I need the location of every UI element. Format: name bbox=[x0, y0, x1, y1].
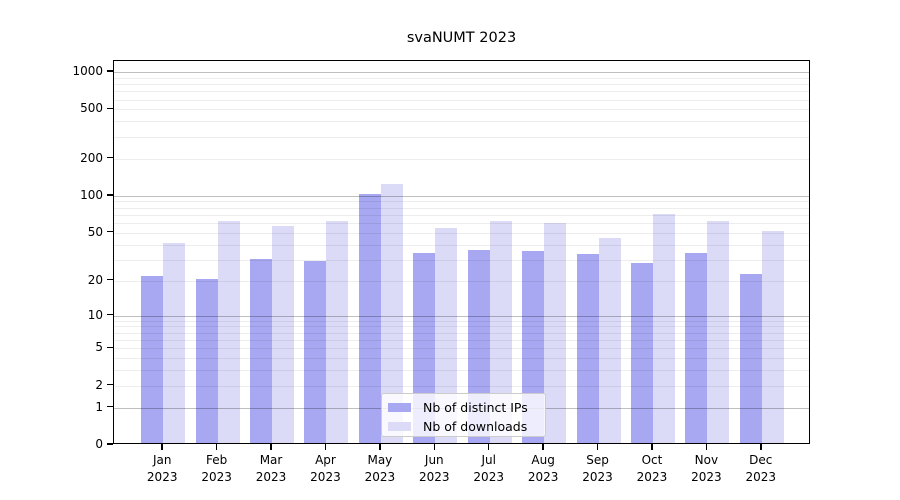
y-tick-mark bbox=[107, 383, 113, 386]
legend-item-downloads: Nb of downloads bbox=[388, 417, 545, 436]
x-tick-mark bbox=[161, 444, 163, 450]
bar-distinct-ips-jan bbox=[141, 276, 164, 443]
y-tick-mark bbox=[107, 313, 113, 316]
x-tick-label: Dec 2023 bbox=[745, 453, 777, 484]
chart-title: svaNUMT 2023 bbox=[406, 30, 517, 46]
bar-distinct-ips-feb bbox=[195, 278, 218, 443]
y-tick-mark bbox=[107, 230, 113, 233]
y-tick-label: 5 bbox=[95, 340, 103, 355]
bar-downloads-sep bbox=[598, 237, 621, 443]
x-tick-mark bbox=[596, 444, 599, 450]
y-tick-label: 1 bbox=[95, 399, 103, 414]
x-tick-label: Jan 2023 bbox=[146, 453, 178, 484]
y-tick-label: 2 bbox=[95, 377, 103, 392]
y-tick-mark bbox=[107, 194, 113, 196]
y-tick-mark bbox=[107, 346, 113, 349]
x-tick-label: Sep 2023 bbox=[582, 453, 613, 484]
y-tick-label: 0 bbox=[95, 437, 103, 451]
legend-item-distinct-ips: Nb of distinct IPs bbox=[388, 398, 545, 417]
bar-downloads-apr bbox=[326, 221, 349, 443]
x-tick-mark bbox=[433, 444, 436, 450]
bar-downloads-oct bbox=[652, 214, 675, 443]
bar-downloads-dec bbox=[761, 230, 784, 443]
bars-layer bbox=[114, 61, 809, 443]
x-tick-label: May 2023 bbox=[364, 453, 396, 484]
x-tick-label: Apr 2023 bbox=[310, 453, 341, 484]
plot-area: Nb of distinct IPs Nb of downloads bbox=[113, 60, 810, 444]
y-tick-label: 1000 bbox=[72, 64, 103, 79]
y-tick-mark bbox=[107, 70, 113, 72]
x-tick-label: Jul 2023 bbox=[473, 453, 504, 484]
bar-distinct-ips-mar bbox=[250, 259, 273, 443]
bar-downloads-may bbox=[380, 184, 403, 443]
x-tick-mark bbox=[651, 444, 653, 450]
bar-downloads-mar bbox=[272, 225, 295, 443]
legend-swatch-downloads bbox=[388, 422, 411, 431]
y-tick-label: 100 bbox=[80, 187, 103, 202]
bar-downloads-jun bbox=[435, 227, 458, 443]
x-tick-mark bbox=[705, 444, 708, 450]
x-tick-mark bbox=[379, 444, 381, 450]
x-tick-label: Nov 2023 bbox=[691, 453, 722, 484]
bar-downloads-aug bbox=[544, 222, 567, 443]
x-tick-label: Mar 2023 bbox=[255, 453, 287, 484]
x-tick-mark bbox=[487, 444, 490, 450]
x-tick-mark bbox=[324, 444, 327, 450]
legend: Nb of distinct IPs Nb of downloads bbox=[381, 393, 546, 437]
x-tick-mark bbox=[270, 444, 272, 450]
x-tick-label: Feb 2023 bbox=[201, 453, 232, 484]
x-tick-mark bbox=[542, 444, 544, 450]
bar-distinct-ips-may bbox=[358, 193, 381, 443]
bar-distinct-ips-oct bbox=[630, 263, 653, 443]
legend-label-downloads: Nb of downloads bbox=[423, 419, 528, 434]
y-tick-label: 50 bbox=[87, 224, 103, 239]
x-tick-label: Oct 2023 bbox=[636, 453, 668, 484]
y-tick-mark bbox=[107, 156, 113, 159]
y-tick-label: 500 bbox=[80, 101, 103, 116]
bar-downloads-jan bbox=[163, 242, 186, 443]
x-tick-label: Jun 2023 bbox=[419, 453, 450, 484]
y-tick-label: 200 bbox=[80, 150, 103, 165]
y-tick-label: 20 bbox=[87, 272, 103, 287]
x-tick-label: Aug 2023 bbox=[527, 453, 559, 484]
bar-distinct-ips-nov bbox=[685, 252, 708, 443]
x-tick-mark bbox=[760, 444, 762, 450]
bar-downloads-nov bbox=[707, 221, 730, 443]
y-tick-mark bbox=[107, 278, 113, 281]
bar-distinct-ips-dec bbox=[739, 273, 762, 443]
bar-downloads-jul bbox=[489, 221, 512, 443]
legend-label-distinct-ips: Nb of distinct IPs bbox=[423, 400, 528, 415]
bar-distinct-ips-apr bbox=[304, 261, 327, 443]
x-tick-mark bbox=[215, 444, 218, 450]
y-tick-mark bbox=[107, 443, 113, 445]
y-tick-mark bbox=[107, 405, 113, 408]
y-tick-label: 10 bbox=[87, 307, 103, 322]
y-tick-mark bbox=[107, 107, 113, 110]
legend-swatch-distinct-ips bbox=[388, 403, 411, 412]
bar-downloads-feb bbox=[217, 221, 240, 443]
bar-distinct-ips-sep bbox=[576, 254, 599, 443]
